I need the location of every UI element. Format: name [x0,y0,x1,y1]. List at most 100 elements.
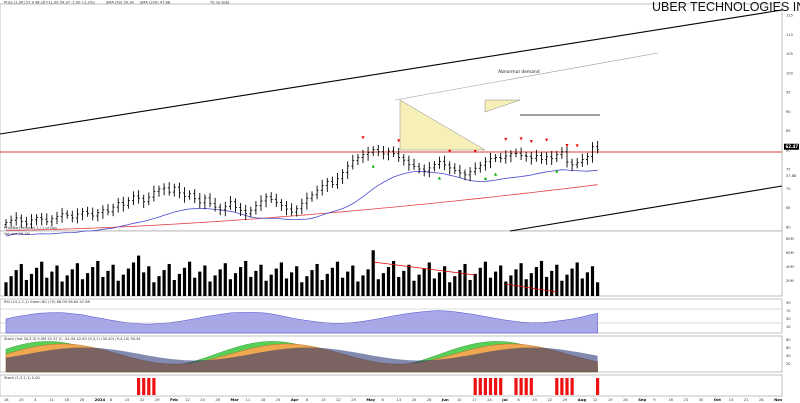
x-axis-label: Sep [638,397,646,402]
volume-bar [341,277,345,296]
x-axis-label: 2024 [95,397,106,402]
volume-bar [555,264,559,296]
volume-bar [468,279,472,296]
x-axis-label: 11 [246,398,251,402]
x-axis-label: 29 [351,398,356,402]
signal-bar [473,378,477,395]
volume-bar [310,270,314,296]
volume-bar [499,265,503,296]
stoch-axis-tick: 40 [786,354,791,358]
x-axis-label: 22 [548,398,553,402]
price-axis-tick: 115 [786,14,793,18]
price-axis-tick: 75 [786,168,791,172]
volume-bar [91,267,95,296]
x-axis-label: 19 [608,398,613,402]
volume-bar [458,270,462,296]
volume-bar [534,267,538,296]
x-axis-label: 18 [4,398,9,402]
chart-title: UBER TECHNOLOGIES INC. [652,0,800,14]
x-axis-label: Apr [291,397,299,402]
up-arrow-icon [555,169,559,173]
price-panel-frame [0,3,783,232]
down-arrow-icon [397,139,401,143]
x-axis-label: 8 [110,398,113,402]
price-axis-tick: 105 [786,52,793,56]
x-axis-label: 28 [427,398,432,402]
price-layer: 62.47 57.88 [0,9,799,237]
volume-bar [218,269,222,296]
x-axis-label: 13 [397,398,402,402]
volume-bar [259,264,263,296]
x-axis-label: 9 [653,398,656,402]
volume-bar [233,273,238,296]
rsi-axis-tick: 70 [786,309,791,313]
extra-legend: TS no data [209,1,229,5]
volume-bar [213,275,217,296]
up-arrow-icon [483,176,487,180]
sma200-line [6,184,598,231]
volume-bar [4,282,8,296]
volume-bar [473,273,477,296]
volume-bar [45,277,49,296]
x-axis-label: 12 [185,398,190,402]
sma50-legend: SMA (50) 50.34 [106,1,135,5]
volume-bar [539,260,544,296]
volume-bar [121,274,125,296]
volume-axis-tick: 80M [786,237,794,241]
signal-panel-frame [0,374,783,397]
volume-bar [596,282,600,296]
x-axis-label: Jun [441,397,449,402]
volume-bar [40,261,44,296]
signal-bar [152,378,156,395]
signal-bar [478,378,482,395]
volume-bar [437,272,442,296]
volume-bar [126,268,130,296]
volume-bar [75,263,79,296]
volume-layer [4,250,600,296]
x-axis-label: 12 [593,398,598,402]
x-axis-label: Jul [501,397,507,402]
volume-axis-tick: 60M [786,251,794,255]
volume-bar [244,260,248,296]
volume-bar [86,273,90,296]
stoch-panel-label: Stoch (Ind.34,3,3) 0.9M 52.37 (I) -54.94… [4,337,141,341]
volume-bar [116,280,120,296]
price-axis-tick: 60 [786,225,791,229]
signal-bar [137,378,141,395]
rsi-axis-tick: 90 [786,301,791,305]
x-axis-label: 21 [744,398,749,402]
x-axis-label: 11 [49,398,54,402]
volume-bar [24,279,28,296]
down-arrow-icon [448,149,452,153]
volume-bar [284,278,289,296]
volume-bar [560,280,564,296]
x-axis-label: Feb [170,397,178,402]
x-axis-label: 6 [382,398,385,402]
volume-bar [483,261,487,296]
signal-bar [596,378,600,395]
volume-bar [131,262,136,296]
volume-bar [335,261,340,296]
axis-layer: 606570758085909510010511011580M60M40M20M… [4,14,794,402]
volume-bar [249,276,253,296]
x-axis-label: 26 [80,398,85,402]
volume-bar [427,262,431,296]
volume-bar [514,269,518,296]
volume-bar [60,281,64,296]
volume-bar [152,282,156,296]
x-axis-label: 10 [457,398,462,402]
volume-bar [172,279,176,296]
volume-bar [402,270,406,296]
volume-bar [381,273,385,296]
x-axis-label: 4 [34,398,37,402]
x-axis-label: 29 [563,398,568,402]
volume-bar [198,271,202,296]
signal-bar [570,378,574,395]
volume-bar [188,261,192,296]
down-arrow-icon [504,137,508,141]
signal-layer [137,378,600,395]
x-axis-label: 26 [215,398,220,402]
volume-bar [177,273,181,296]
volume-bar [142,272,146,296]
